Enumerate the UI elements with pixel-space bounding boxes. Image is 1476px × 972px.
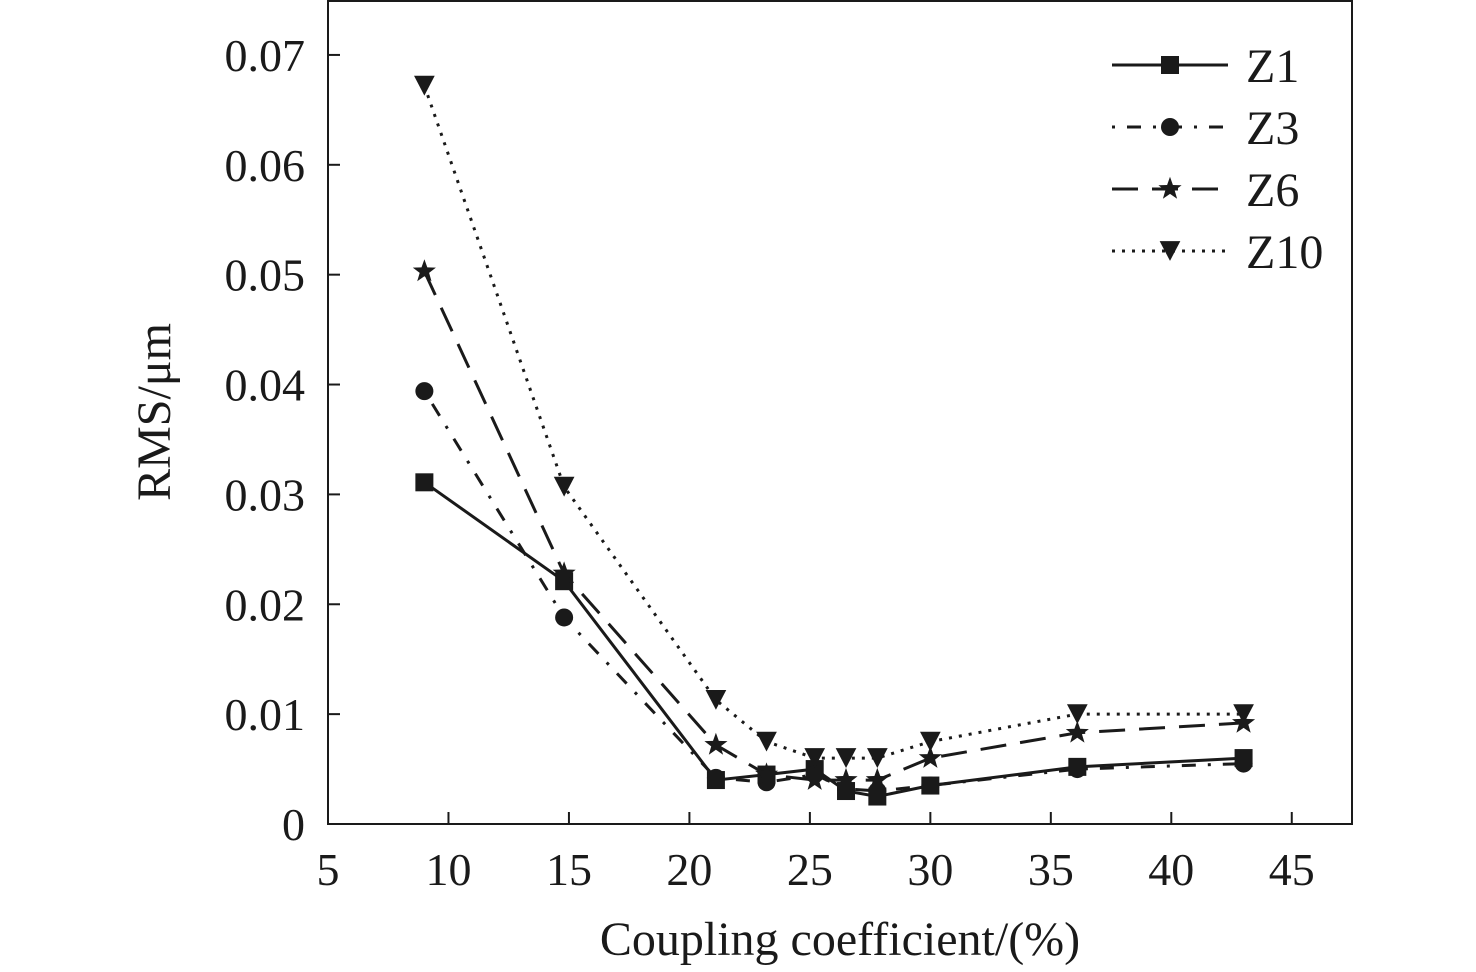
legend-label: Z6 bbox=[1246, 164, 1299, 217]
y-tick-label: 0.03 bbox=[225, 469, 306, 520]
y-tick-label: 0.04 bbox=[225, 360, 306, 411]
y-tick-label: 0.01 bbox=[225, 689, 306, 740]
plot-frame bbox=[327, 0, 1353, 825]
data-point bbox=[414, 75, 435, 96]
x-tick-label: 35 bbox=[1028, 844, 1074, 895]
data-point bbox=[920, 731, 941, 752]
x-tick-label: 20 bbox=[666, 844, 712, 895]
series-z1 bbox=[415, 473, 1253, 806]
data-point bbox=[415, 382, 434, 401]
series-z10 bbox=[414, 75, 1254, 768]
series-z3 bbox=[415, 382, 1253, 801]
data-point bbox=[415, 473, 434, 492]
data-point bbox=[865, 767, 889, 790]
y-tick-label: 0.05 bbox=[225, 250, 306, 301]
x-tick-label: 45 bbox=[1269, 844, 1315, 895]
axes bbox=[327, 0, 1353, 825]
legend-label: Z1 bbox=[1246, 40, 1299, 93]
data-point bbox=[804, 748, 826, 768]
data-point bbox=[1161, 118, 1179, 136]
axis-ticks: 5 10 15 20 25 30 35 40 45 0 0.01 0.02 0.03 0.04 0.05 0.… bbox=[225, 30, 1315, 895]
data-point bbox=[918, 745, 942, 768]
data-point bbox=[756, 731, 777, 752]
legend-label: Z3 bbox=[1246, 102, 1299, 155]
x-tick-label: 30 bbox=[907, 844, 953, 895]
y-axis-label: RMS/μm bbox=[128, 323, 181, 501]
series-line bbox=[423, 270, 1244, 782]
x-tick-label: 5 bbox=[317, 844, 340, 895]
data-point bbox=[1158, 176, 1182, 199]
legend-item-z10: Z10 bbox=[1112, 226, 1323, 279]
data-point bbox=[1234, 754, 1253, 773]
data-point bbox=[1065, 720, 1089, 743]
data-point bbox=[1233, 704, 1254, 725]
series-group bbox=[412, 75, 1256, 806]
legend-item-z3: Z3 bbox=[1112, 102, 1299, 155]
data-point bbox=[1066, 704, 1088, 725]
y-tick-label: 0.02 bbox=[225, 579, 306, 630]
data-point bbox=[1161, 56, 1179, 74]
x-axis-label: Coupling coefficient/(%) bbox=[600, 913, 1080, 966]
data-point bbox=[1159, 241, 1181, 261]
data-point bbox=[921, 776, 940, 795]
series-line bbox=[423, 390, 1244, 793]
data-point bbox=[1068, 760, 1087, 779]
data-point bbox=[866, 748, 888, 768]
series-z6 bbox=[412, 259, 1256, 790]
legend: Z1 Z3 Z6 Z10 bbox=[1112, 40, 1323, 279]
x-tick-label: 25 bbox=[787, 844, 833, 895]
data-point bbox=[412, 259, 436, 282]
y-tick-label: 0 bbox=[282, 799, 305, 850]
data-point bbox=[705, 689, 727, 710]
data-point bbox=[553, 476, 575, 497]
series-line bbox=[423, 481, 1244, 799]
data-point bbox=[555, 608, 574, 627]
data-point bbox=[834, 767, 858, 790]
x-tick-label: 40 bbox=[1148, 844, 1194, 895]
y-tick-label: 0.07 bbox=[225, 30, 306, 81]
legend-item-z6: Z6 bbox=[1112, 164, 1299, 217]
data-point bbox=[755, 762, 779, 785]
data-point bbox=[835, 748, 857, 768]
series-line bbox=[422, 85, 1244, 760]
y-tick-label: 0.06 bbox=[225, 140, 306, 191]
data-point bbox=[803, 767, 827, 790]
legend-item-z1: Z1 bbox=[1112, 40, 1299, 93]
x-tick-label: 10 bbox=[425, 844, 471, 895]
data-point bbox=[704, 732, 728, 755]
legend-label: Z10 bbox=[1246, 226, 1323, 279]
data-point bbox=[552, 561, 576, 584]
data-point bbox=[706, 768, 725, 787]
x-tick-label: 15 bbox=[546, 844, 592, 895]
